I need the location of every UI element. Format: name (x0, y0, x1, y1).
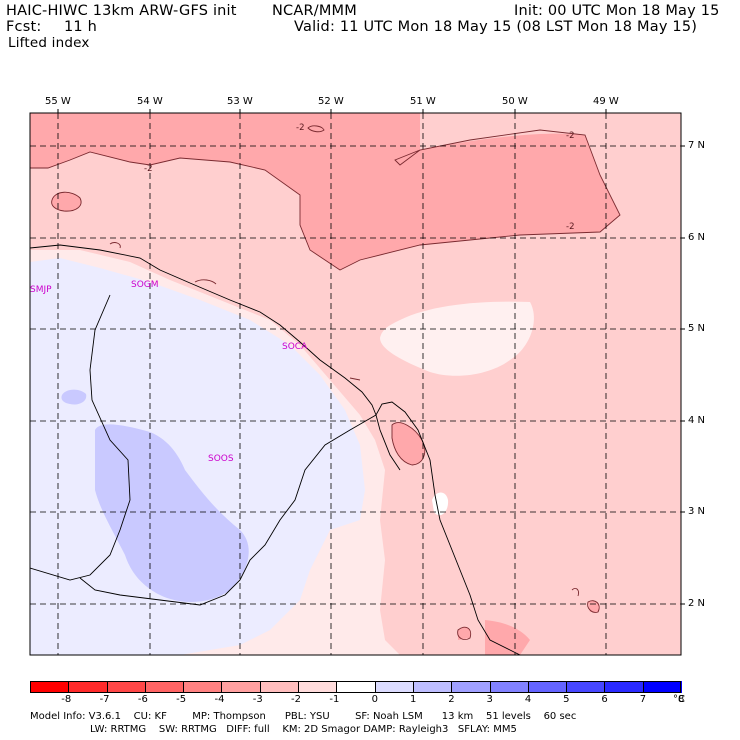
contour-label: -2 (296, 123, 304, 133)
lat-label: 4 N (688, 415, 706, 426)
station-soca: SOCA (282, 342, 308, 352)
station-soos: SOOS (208, 454, 234, 464)
colorbar-cell (183, 681, 223, 693)
lon-label: 54 W (137, 96, 163, 107)
field-zone-positive-light (30, 258, 365, 655)
lat-lon-grid (30, 113, 681, 655)
border-guyana-suriname (30, 294, 131, 581)
lat-label: 3 N (688, 506, 706, 517)
lon-label: 51 W (410, 96, 436, 107)
model-info-line1: Model Info: V3.6.1 CU: KF MP: Thompson P… (30, 711, 577, 722)
field-zone-near-zero-offshore (380, 301, 534, 376)
contour-label: -2 (566, 222, 574, 232)
lon-label: 50 W (502, 96, 528, 107)
forecast-label: Fcst: (6, 19, 42, 35)
lat-label: 5 N (688, 323, 706, 334)
contour-labels: -2 -2 -2 -2 (144, 123, 574, 232)
field-zone-minus2-north (30, 113, 620, 270)
colorbar-label: -5 (176, 694, 187, 705)
lon-label: 55 W (45, 96, 71, 107)
colorbar-cell (412, 681, 453, 693)
colorbar-cell (298, 681, 338, 693)
contour-label: -2 (144, 164, 152, 174)
axis-ticks (57, 109, 685, 605)
lat-label: 6 N (688, 232, 706, 243)
colorbar-label: -7 (99, 694, 110, 705)
lat-label: 2 N (688, 598, 706, 609)
colorbar-label: -1 (329, 694, 340, 705)
field-zone-positive-spot (61, 389, 87, 405)
colorbar-label: 6 (601, 694, 608, 705)
colorbar-label: -4 (214, 694, 225, 705)
colorbar-label: -8 (61, 694, 72, 705)
colorbar-cell (527, 681, 568, 693)
colorbar-label: 4 (524, 694, 532, 705)
colorbar-label: -2 (291, 694, 302, 705)
map-frame (29, 112, 682, 656)
colorbar-cell (68, 681, 108, 693)
model-info-line2: LW: RRTMG SW: RRTMG DIFF: full KM: 2D Sm… (90, 724, 517, 735)
colorbar-label: 8 (678, 694, 685, 705)
colorbar-label: 3 (486, 694, 493, 705)
lat-label: 7 N (688, 140, 706, 151)
lon-label: 49 W (593, 96, 619, 107)
valid-time: Valid: 11 UTC Mon 18 May 15 (08 LST Mon … (294, 19, 698, 35)
colorbar-cell (221, 681, 261, 693)
forecast-hour: 11 h (64, 19, 98, 35)
colorbar-frame (30, 681, 681, 693)
colorbar-label: 0 (371, 694, 379, 705)
colorbar-cell (604, 681, 644, 693)
field-zone-minus2-island (51, 192, 82, 212)
colorbar-cell (259, 681, 300, 693)
field-zone-positive-core (95, 424, 249, 602)
station-sogm: SOGM (131, 280, 159, 290)
contour-label: -2 (566, 131, 574, 141)
colorbar-label: -3 (252, 694, 263, 705)
colorbar-label: -6 (137, 694, 148, 705)
colorbar-cell (106, 681, 146, 693)
colorbar-unit: °C (673, 694, 685, 705)
lon-label: 52 W (318, 96, 344, 107)
init-time: Init: 00 UTC Mon 18 May 15 (514, 3, 720, 19)
colorbar-label: 1 (409, 694, 417, 705)
colorbar-cell (451, 681, 491, 693)
colorbar-label: 7 (639, 694, 647, 705)
border-suriname-south (79, 414, 377, 606)
colorbar-cell (374, 681, 414, 693)
colorbar-cell (642, 681, 682, 693)
colorbar-label: 2 (448, 694, 455, 705)
colorbar-cell (336, 681, 376, 693)
model-title: HAIC-HIWC 13km ARW-GFS init (6, 3, 237, 19)
station-smjp: SMJP (30, 285, 52, 295)
center-name: NCAR/MMM (272, 3, 357, 19)
colorbar-label: 5 (563, 694, 570, 705)
border-suriname-fg (375, 414, 401, 471)
colorbar-cell (144, 681, 185, 693)
colorbar-cell (566, 681, 606, 693)
lon-label: 53 W (227, 96, 253, 107)
colorbar-cell (489, 681, 529, 693)
coastline-borders (30, 244, 521, 655)
field-name: Lifted index (8, 35, 90, 51)
